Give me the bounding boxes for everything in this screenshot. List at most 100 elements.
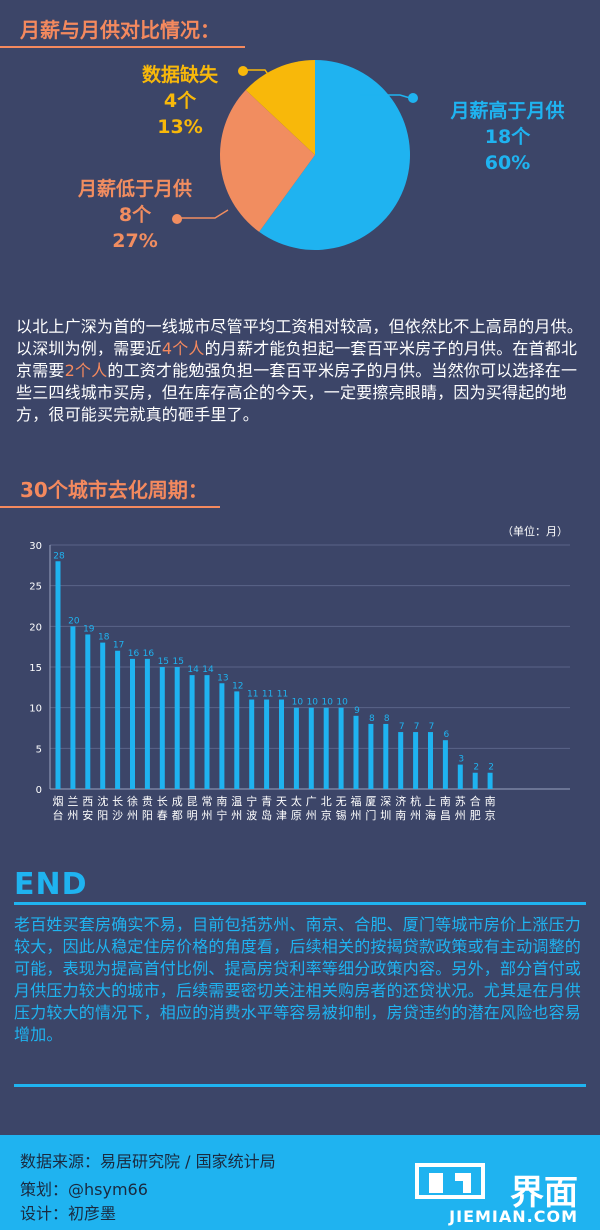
bar-value-label: 10 <box>321 698 333 708</box>
category-label: 烟台 <box>53 794 64 822</box>
jiemian-logo-icon <box>415 1163 485 1199</box>
unit-label: （单位：月） <box>502 524 568 538</box>
y-tick-label: 0 <box>36 785 42 796</box>
bar <box>472 772 478 789</box>
pie-label-pct: 13% <box>157 116 203 138</box>
bar-value-label: 7 <box>429 722 435 732</box>
category-label: 常州 <box>202 795 213 822</box>
category-label: 兰州 <box>67 795 78 822</box>
category-label: 温州 <box>231 795 242 822</box>
bar <box>279 699 284 789</box>
bar-value-label: 2 <box>488 763 494 773</box>
category-label: 杭州 <box>410 794 421 822</box>
pie-label-count: 4个 <box>163 90 197 112</box>
bar-value-label: 10 <box>307 698 319 708</box>
bar <box>442 740 448 789</box>
bar <box>234 691 240 789</box>
bar-value-label: 9 <box>354 706 360 716</box>
bar <box>159 667 165 789</box>
pie-slice-above <box>259 60 410 250</box>
y-tick-label: 15 <box>29 663 42 674</box>
bar-value-label: 10 <box>292 698 304 708</box>
y-tick-label: 20 <box>29 622 42 633</box>
highlight-text: 2个人 <box>64 361 108 380</box>
bar-value-label: 6 <box>444 730 450 740</box>
footer-designer: 设计：初彦墨 <box>20 1204 117 1223</box>
paragraph-text: 以北上广深为首的一线城市尽管平均工资相对较高，但依然比不上高昂的月供。以深圳为例… <box>16 317 584 358</box>
bar <box>383 723 389 789</box>
pie-label-text: 月薪低于月供 <box>77 178 192 200</box>
pie-label-missing: 数据缺失 4个 13% <box>120 62 240 140</box>
category-label: 沈阳 <box>97 794 108 822</box>
bar <box>249 699 255 789</box>
pie-label-text: 月薪高于月供 <box>450 100 565 122</box>
bar <box>457 764 463 789</box>
bar <box>353 715 359 789</box>
bar <box>70 626 76 789</box>
chart-categories: 烟台兰州西安沈阳长沙徐州贵阳长春成都昆明常州南宁温州宁波青岛天津太原广州北京无锡… <box>53 794 496 822</box>
logo-text: 界面 <box>510 1173 578 1213</box>
category-label: 徐州 <box>127 794 138 822</box>
bar <box>189 675 195 789</box>
bar-value-label: 16 <box>128 649 140 659</box>
category-label: 昆明 <box>187 795 198 822</box>
pie-label-count: 8个 <box>118 204 152 226</box>
section-title-bar: 30个城市去化周期： <box>0 468 220 508</box>
category-label: 南宁 <box>216 795 227 822</box>
bar <box>323 707 329 789</box>
bar <box>115 650 121 789</box>
bar-value-label: 15 <box>158 657 169 667</box>
bar <box>100 642 106 789</box>
end-divider <box>14 1084 586 1087</box>
bar-value-label: 11 <box>247 690 258 700</box>
bar <box>85 634 91 789</box>
title-underline <box>0 46 245 48</box>
bar <box>293 707 299 789</box>
category-label: 成都 <box>172 795 183 822</box>
footer-source: 数据来源：易居研究院 / 国家统计局 <box>20 1152 276 1171</box>
bar <box>130 658 135 789</box>
category-label: 贵阳 <box>142 795 153 822</box>
bar-value-label: 18 <box>98 633 110 643</box>
bar-value-label: 13 <box>217 673 228 683</box>
bar <box>413 732 419 789</box>
footer: 数据来源：易居研究院 / 国家统计局 策划：@hsym66 设计：初彦墨 界面 … <box>0 1135 600 1230</box>
section-title-text: 月薪与月供对比情况： <box>20 17 220 42</box>
legend-dot-missing <box>238 66 248 76</box>
pie-label-pct: 27% <box>112 230 158 252</box>
bar <box>428 732 433 789</box>
category-label: 宁波 <box>246 794 257 822</box>
pie-slice-below <box>220 89 315 232</box>
legend-dot-below <box>172 214 182 224</box>
category-label: 长沙 <box>112 795 123 822</box>
category-label: 北京 <box>321 795 332 822</box>
bar <box>487 772 493 789</box>
highlight-text: 4个人 <box>161 339 205 358</box>
leader-line-above <box>360 94 411 99</box>
paragraph-text: 的月薪才能负担起一套百平米房子的月供。在首都北京需要 <box>16 339 578 380</box>
category-label: 苏州 <box>455 795 466 822</box>
bar <box>144 658 150 789</box>
logo-subtext: JIEMIAN.COM <box>449 1207 578 1226</box>
bar <box>338 707 344 789</box>
bar-value-label: 7 <box>399 722 405 732</box>
y-tick-label: 30 <box>29 541 42 552</box>
bar-value-label: 14 <box>202 665 214 675</box>
category-label: 上海 <box>425 795 436 822</box>
category-label: 福州 <box>351 794 362 822</box>
bar-value-label: 3 <box>458 755 464 765</box>
category-label: 长春 <box>157 795 168 822</box>
bar <box>398 732 404 789</box>
bar <box>174 667 180 789</box>
bar-value-label: 15 <box>172 657 183 667</box>
category-label: 青岛 <box>261 795 272 822</box>
end-title: END <box>14 868 586 905</box>
footer-planner: 策划：@hsym66 <box>20 1180 148 1199</box>
leader-line-missing <box>247 69 273 81</box>
bar-value-label: 20 <box>68 616 80 626</box>
intro-paragraph: 以北上广深为首的一线城市尽管平均工资相对较高，但依然比不上高昂的月供。以深圳为例… <box>16 316 586 426</box>
leader-line-below <box>180 209 229 219</box>
category-label: 深圳 <box>380 795 391 822</box>
